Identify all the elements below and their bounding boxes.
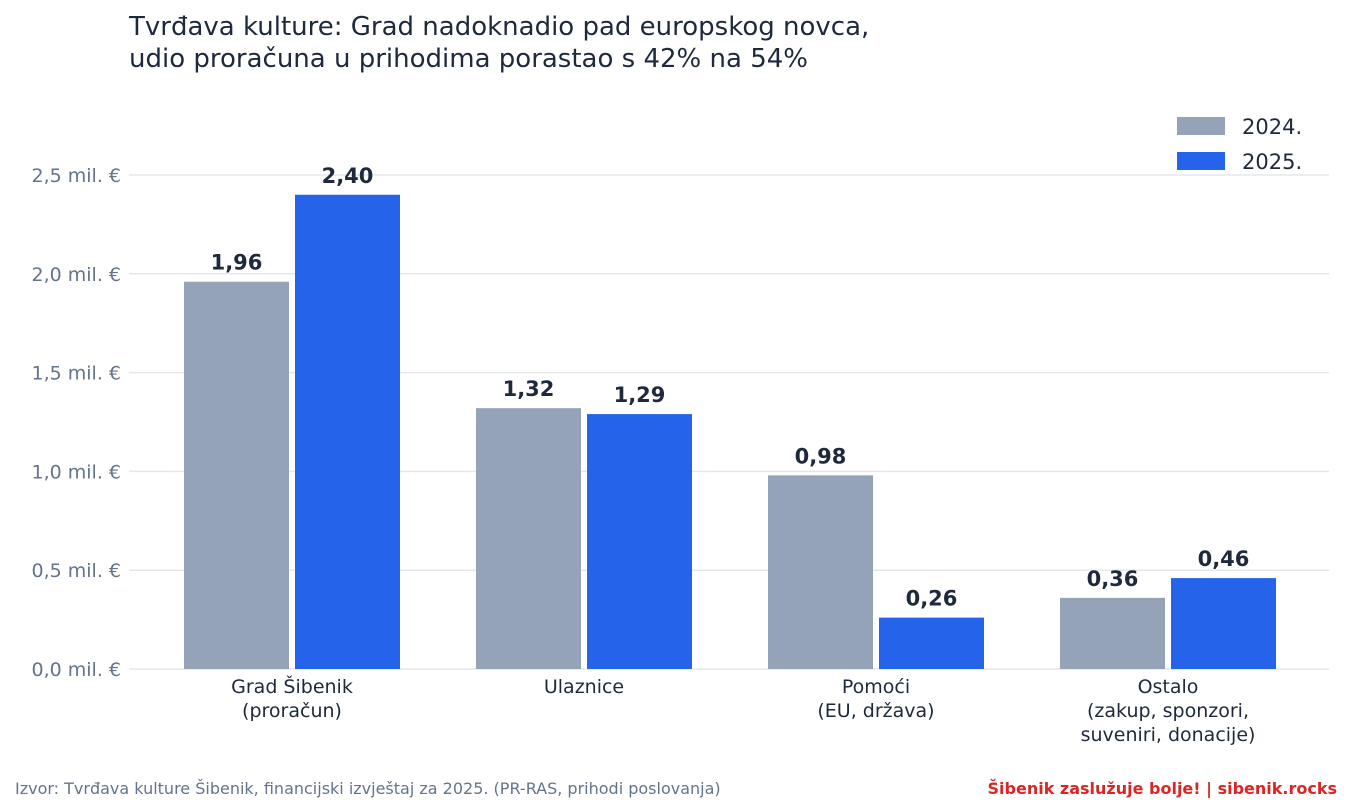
x-axis: Grad Šibenik (proračun) Ulaznice Pomoći (EU,… xyxy=(231,674,1255,746)
y-axis: 0,0 mil. € 0,5 mil. € 1,0 mil. € 1,5 mil. €… xyxy=(32,165,122,681)
source-note: Izvor: Tvrđava kulture Šibenik, financij… xyxy=(15,779,721,798)
x-tick-label: Grad Šibenik (proračun) xyxy=(231,674,353,722)
x-tick-label: Ulaznice xyxy=(544,676,624,698)
bar-value-label: 0,36 xyxy=(1087,567,1139,591)
y-tick-label: 2,0 mil. € xyxy=(32,264,122,286)
chart-title: Tvrđava kulture: Grad nadoknadio pad eur… xyxy=(128,12,869,74)
bar-value-label: 0,46 xyxy=(1198,547,1250,571)
bar xyxy=(1060,597,1165,669)
bar-value-label: 1,29 xyxy=(614,383,666,407)
chart-title-line-1: Tvrđava kulture: Grad nadoknadio pad eur… xyxy=(128,12,869,42)
y-tick-label: 1,0 mil. € xyxy=(32,461,122,483)
bar xyxy=(768,475,873,669)
legend-label: 2025. xyxy=(1242,150,1302,174)
value-labels: 1,96 1,32 0,98 0,36 2,40 1,29 0,26 0,46 xyxy=(211,164,1250,611)
bar-value-label: 1,32 xyxy=(503,377,555,401)
bar xyxy=(295,194,400,669)
legend: 2024. 2025. xyxy=(1177,115,1302,174)
bar xyxy=(587,414,692,669)
y-tick-label: 0,0 mil. € xyxy=(32,659,122,681)
x-tick-label: Ostalo (zakup, sponzori, suveniri, donacij… xyxy=(1081,676,1256,746)
x-tick-label: Pomoći (EU, država) xyxy=(817,676,934,722)
bars xyxy=(184,194,1276,669)
y-tick-label: 1,5 mil. € xyxy=(32,363,122,385)
bar xyxy=(1171,578,1276,669)
legend-swatch xyxy=(1177,117,1225,135)
bar-value-label: 1,96 xyxy=(211,251,263,275)
y-tick-label: 0,5 mil. € xyxy=(32,560,122,582)
bar-value-label: 0,98 xyxy=(795,444,847,468)
legend-label: 2024. xyxy=(1242,115,1302,139)
bar-value-label: 2,40 xyxy=(322,164,374,188)
bar-value-label: 0,26 xyxy=(906,587,958,611)
chart-title-line-2: udio proračuna u prihodima porastao s 42… xyxy=(129,44,808,74)
legend-swatch xyxy=(1177,152,1225,170)
bar xyxy=(184,281,289,669)
branding-note: Šibenik zaslužuje bolje! | sibenik.rocks xyxy=(988,779,1338,799)
bar xyxy=(879,617,984,669)
y-tick-label: 2,5 mil. € xyxy=(32,165,122,187)
bar xyxy=(476,408,581,669)
